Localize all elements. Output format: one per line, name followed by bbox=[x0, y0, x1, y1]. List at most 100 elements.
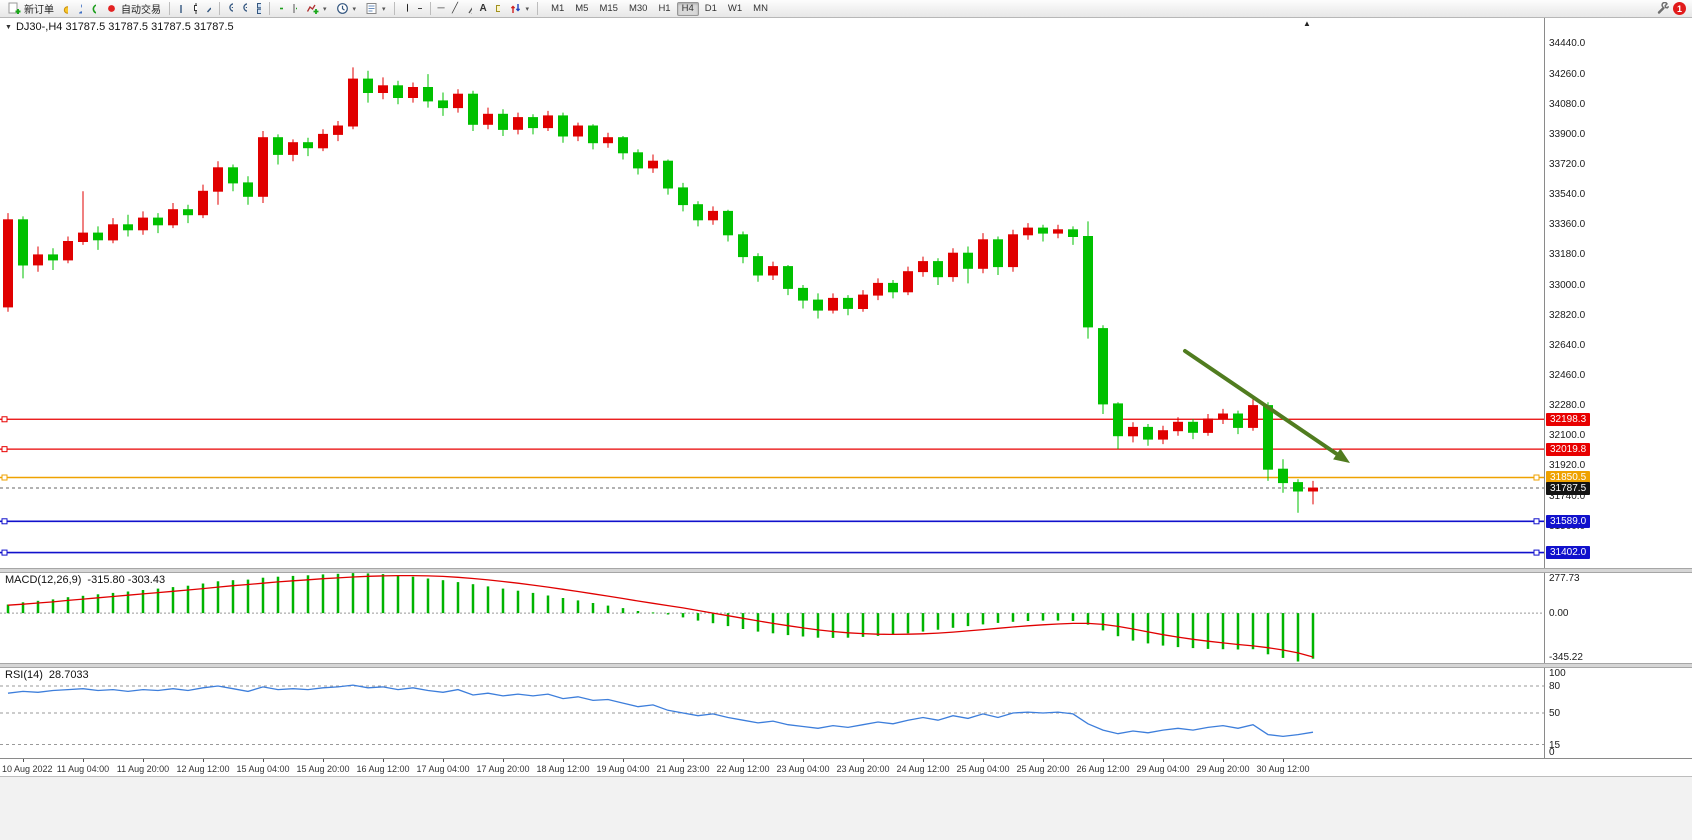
arrows-tool-button[interactable]: ▾ bbox=[505, 1, 534, 17]
candlestick-chart-icon[interactable] bbox=[188, 2, 201, 15]
candle-down bbox=[1143, 426, 1153, 440]
macd-histogram-bar bbox=[231, 580, 235, 614]
time-tick bbox=[983, 759, 984, 762]
macd-histogram-bar bbox=[1236, 613, 1240, 650]
macd-histogram-bar bbox=[666, 613, 670, 615]
macd-histogram-bar bbox=[966, 613, 970, 627]
price-tick: 33180.0 bbox=[1549, 249, 1586, 261]
macd-histogram-bar bbox=[1311, 613, 1315, 659]
wrench-icon[interactable] bbox=[1656, 2, 1669, 15]
bar-chart-icon[interactable] bbox=[174, 2, 187, 15]
notification-badge[interactable]: 1 bbox=[1673, 2, 1686, 15]
auto-trading-button[interactable]: 自动交易 bbox=[101, 1, 165, 17]
time-axis[interactable]: 10 Aug 2022 11 Aug 04:00 11 Aug 20:00 12 Au… bbox=[0, 758, 1692, 776]
tile-windows-icon[interactable] bbox=[252, 2, 265, 15]
line-chart-icon[interactable] bbox=[202, 2, 215, 15]
time-tick bbox=[323, 759, 324, 762]
macd-histogram-bar bbox=[606, 605, 610, 614]
line-handle[interactable] bbox=[1533, 474, 1540, 481]
refresh-icon[interactable] bbox=[87, 2, 100, 15]
gold-icon[interactable] bbox=[59, 2, 72, 15]
time-label: 11 Aug 20:00 bbox=[116, 764, 170, 774]
new-order-button[interactable]: 新订单 bbox=[4, 1, 58, 17]
timeframe-h1[interactable]: H1 bbox=[658, 3, 671, 14]
line-handle[interactable] bbox=[1, 474, 8, 481]
line-handle[interactable] bbox=[1, 518, 8, 525]
templates-button[interactable]: ▾ bbox=[361, 1, 390, 17]
line-handle[interactable] bbox=[1533, 518, 1540, 525]
crosshair-icon[interactable] bbox=[413, 2, 426, 15]
time-label: 29 Aug 04:00 bbox=[1136, 764, 1190, 774]
periods-button[interactable]: ▾ bbox=[332, 1, 361, 17]
line-handle[interactable] bbox=[1, 549, 8, 556]
macd-histogram-bar bbox=[81, 595, 85, 614]
macd-histogram-bar bbox=[891, 613, 895, 635]
scroll-to-end-marker[interactable]: ▲ bbox=[1303, 19, 1311, 28]
timeframe-m30[interactable]: M30 bbox=[628, 3, 648, 14]
candle-down bbox=[528, 117, 538, 129]
candle-down bbox=[558, 115, 568, 137]
time-label: 30 Aug 12:00 bbox=[1256, 764, 1310, 774]
trendline-tool-icon[interactable]: ╱ bbox=[452, 3, 459, 14]
profile-icon[interactable] bbox=[73, 2, 86, 15]
price-axis[interactable]: 34440.0 34260.0 34080.0 33900.0 33720.0 33540… bbox=[1545, 18, 1692, 568]
macd-histogram-bar bbox=[576, 600, 580, 614]
time-tick bbox=[683, 759, 684, 762]
text-tool-icon[interactable]: A bbox=[479, 3, 487, 14]
candle-down bbox=[1293, 482, 1303, 492]
candle-down bbox=[18, 219, 28, 266]
candle-down bbox=[933, 261, 943, 278]
trend-arrow-line[interactable] bbox=[1183, 349, 1339, 457]
timeframe-group: M1 M5 M15 M30 H1 H4 D1 W1 MN bbox=[546, 1, 773, 16]
zoom-in-icon[interactable] bbox=[224, 2, 237, 15]
rsi-panel[interactable] bbox=[0, 668, 1544, 758]
chart-shift-icon[interactable] bbox=[288, 2, 301, 15]
timeframe-m1[interactable]: M1 bbox=[551, 3, 565, 14]
panel-splitter[interactable] bbox=[0, 663, 1692, 668]
candle-up bbox=[258, 137, 268, 197]
one-click-trading-toggle[interactable]: ▼ bbox=[5, 23, 12, 31]
candle-up bbox=[318, 133, 328, 149]
timeframe-w1[interactable]: W1 bbox=[727, 3, 743, 14]
candle-up bbox=[1128, 426, 1138, 437]
line-handle[interactable] bbox=[1, 446, 8, 453]
timeframe-m5[interactable]: M5 bbox=[575, 3, 589, 14]
time-label: 23 Aug 20:00 bbox=[836, 764, 890, 774]
zoom-out-icon[interactable] bbox=[238, 2, 251, 15]
bottom-area bbox=[0, 776, 1692, 840]
price-tick: 34080.0 bbox=[1549, 98, 1586, 110]
macd-histogram-bar bbox=[981, 613, 985, 625]
indicators-button[interactable]: ▾ bbox=[302, 1, 331, 17]
macd-histogram-bar bbox=[816, 613, 820, 638]
line-handle[interactable] bbox=[1533, 549, 1540, 556]
chevron-down-icon: ▾ bbox=[323, 5, 327, 13]
horizontal-line-tool-icon[interactable]: ─ bbox=[437, 3, 445, 14]
toolbar-separator bbox=[393, 2, 395, 15]
cursor-icon[interactable] bbox=[399, 2, 412, 15]
panel-splitter[interactable] bbox=[0, 568, 1692, 573]
macd-histogram-bar bbox=[171, 587, 175, 614]
clock-icon bbox=[336, 2, 349, 15]
timeframe-m15[interactable]: M15 bbox=[599, 3, 618, 14]
price-tick: 33540.0 bbox=[1549, 189, 1586, 201]
chevron-down-icon: ▾ bbox=[525, 5, 530, 13]
timeframe-d1[interactable]: D1 bbox=[704, 3, 717, 14]
candle-up bbox=[3, 219, 13, 308]
macd-histogram-bar bbox=[1086, 613, 1090, 625]
macd-panel[interactable] bbox=[0, 573, 1544, 663]
auto-scroll-icon[interactable] bbox=[274, 2, 287, 15]
rsi-tick: 15 bbox=[1549, 739, 1561, 751]
support-line-orange-price-tag: 31850.5 bbox=[1546, 471, 1591, 484]
main-candlestick-chart[interactable] bbox=[0, 18, 1544, 568]
candle-down bbox=[963, 252, 973, 269]
timeframe-mn[interactable]: MN bbox=[753, 3, 768, 14]
channel-tool-icon[interactable] bbox=[463, 2, 476, 15]
candle-up bbox=[1203, 418, 1213, 433]
candle-down bbox=[723, 210, 733, 236]
timeframe-h4[interactable]: H4 bbox=[676, 1, 699, 16]
macd-histogram-bar bbox=[156, 588, 160, 614]
line-handle[interactable] bbox=[1, 416, 8, 423]
candle-up bbox=[903, 271, 913, 293]
time-label: 17 Aug 20:00 bbox=[476, 764, 530, 774]
text-label-tool-icon[interactable] bbox=[491, 2, 504, 15]
